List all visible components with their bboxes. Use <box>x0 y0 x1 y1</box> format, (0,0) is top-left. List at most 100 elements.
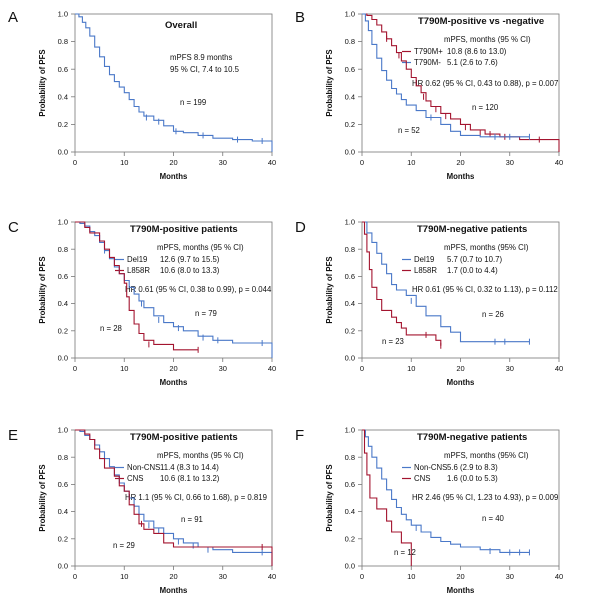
y-tick-label: 0.0 <box>58 354 68 363</box>
panel-title: T790M-negative patients <box>417 432 527 443</box>
panel-D: D 0.0 0.2 0.4 0.6 0.8 1.0 0 10 20 30 40 Months Probab… <box>295 218 563 387</box>
panel-F: F 0.0 0.2 0.4 0.6 0.8 1.0 0 10 20 30 40 Months Probab… <box>295 426 563 595</box>
y-axis-label: Probability of PFS <box>325 464 334 531</box>
x-tick-label: 30 <box>506 158 514 167</box>
x-tick-label: 20 <box>169 364 177 373</box>
y-axis-label: Probability of PFS <box>38 49 47 116</box>
y-tick-label: 0.4 <box>58 92 68 101</box>
n-label: n = 26 <box>482 310 504 319</box>
annotation: mPFS, months (95 % CI) <box>444 35 531 44</box>
n-label: n = 29 <box>113 541 135 550</box>
y-tick-label: 1.0 <box>345 10 355 19</box>
x-axis-label: Months <box>447 172 475 181</box>
km-curve-l858r <box>362 221 442 346</box>
n-label: n = 40 <box>482 514 505 523</box>
y-tick-label: 0.0 <box>345 562 355 571</box>
x-tick-label: 40 <box>555 158 563 167</box>
n-label: n = 12 <box>394 548 416 557</box>
y-tick-label: 0.6 <box>345 65 355 74</box>
x-tick-label: 20 <box>456 364 464 373</box>
y-tick-label: 0.2 <box>345 120 355 129</box>
km-curve-cns <box>75 429 273 566</box>
legend-label: CNS <box>127 474 143 483</box>
x-axis-label: Months <box>447 586 475 595</box>
panel-letter: D <box>295 219 306 236</box>
panel-B: B 0.0 0.2 0.4 0.6 0.8 1.0 0 10 20 30 40 Months Probab… <box>295 9 563 181</box>
x-tick-label: 20 <box>169 572 177 581</box>
panel-C: C 0.0 0.2 0.4 0.6 0.8 1.0 0 10 20 30 40 Months Probab… <box>8 218 276 387</box>
y-tick-label: 0.6 <box>345 480 355 489</box>
legend-value: 10.6 (8.1 to 13.2) <box>160 474 220 483</box>
y-axis-label: Probability of PFS <box>38 256 47 323</box>
n-label: n = 120 <box>472 103 499 112</box>
y-tick-label: 0.4 <box>345 507 355 516</box>
panel-title: T790M-positive patients <box>130 432 238 443</box>
panel-title: T790M-positive vs -negative <box>418 16 544 27</box>
annotation: HR 0.61 (95 % CI, 0.32 to 1.13), p = 0.1… <box>412 285 558 294</box>
y-tick-label: 0.2 <box>58 120 68 129</box>
legend-value: 5.1 (2.6 to 7.6) <box>447 58 498 67</box>
legend-value: 1.6 (0.0 to 5.3) <box>447 474 498 483</box>
y-tick-label: 0.4 <box>345 92 355 101</box>
annotation: mPFS, months (95 % CI) <box>157 451 244 460</box>
x-tick-label: 40 <box>268 572 276 581</box>
annotation: 95 % CI, 7.4 to 10.5 <box>170 65 240 74</box>
y-tick-label: 0.2 <box>58 326 68 335</box>
x-tick-label: 0 <box>360 158 364 167</box>
panel-letter: A <box>8 9 18 26</box>
n-label: n = 79 <box>195 309 217 318</box>
y-tick-label: 1.0 <box>58 426 68 435</box>
y-tick-label: 0.0 <box>345 148 355 157</box>
annotation: HR 0.62 (95 % CI, 0.43 to 0.88), p = 0.0… <box>412 79 558 88</box>
y-tick-label: 0.8 <box>58 453 68 462</box>
legend-label: Non-CNS <box>414 463 447 472</box>
annotation: HR 0.61 (95 % CI, 0.38 to 0.99), p = 0.0… <box>125 285 272 294</box>
legend-label: L858R <box>414 266 437 275</box>
legend-label: Del19 <box>414 255 434 264</box>
y-tick-label: 1.0 <box>345 426 355 435</box>
x-axis-label: Months <box>160 172 188 181</box>
annotation: mPFS, months (95% CI) <box>444 243 529 252</box>
legend-label: T790M- <box>414 58 441 67</box>
x-axis-label: Months <box>160 586 188 595</box>
x-tick-label: 10 <box>120 572 128 581</box>
x-tick-label: 30 <box>506 364 514 373</box>
x-tick-label: 40 <box>555 572 563 581</box>
y-tick-label: 1.0 <box>345 218 355 227</box>
y-tick-label: 0.2 <box>345 534 355 543</box>
x-tick-label: 30 <box>219 572 227 581</box>
n-label: n = 28 <box>100 324 122 333</box>
legend-value: 5.6 (2.9 to 8.3) <box>447 463 498 472</box>
annotation: mPFS 8.9 months <box>170 53 232 62</box>
annotation: HR 2.46 (95 % CI, 1.23 to 4.93), p = 0.0… <box>412 493 558 502</box>
y-tick-label: 0.8 <box>58 37 68 46</box>
legend-value: 5.7 (0.7 to 10.7) <box>447 255 502 264</box>
km-curve-del19 <box>362 221 530 343</box>
x-tick-label: 40 <box>268 364 276 373</box>
x-tick-label: 10 <box>407 572 415 581</box>
x-tick-label: 0 <box>73 572 77 581</box>
km-curve-non-cns <box>362 429 530 553</box>
panel-E: E 0.0 0.2 0.4 0.6 0.8 1.0 0 10 20 30 40 Months Probab… <box>8 426 276 595</box>
panel-title: T790M-negative patients <box>417 224 527 235</box>
y-tick-label: 0.2 <box>58 534 68 543</box>
legend-value: 12.6 (9.7 to 15.5) <box>160 255 220 264</box>
y-tick-label: 0.8 <box>58 245 68 254</box>
km-curve-l858r <box>75 221 199 351</box>
x-tick-label: 20 <box>169 158 177 167</box>
y-tick-label: 0.8 <box>345 453 355 462</box>
km-curve-t790m- <box>362 13 530 138</box>
km-curve-cns <box>362 429 412 566</box>
y-tick-label: 0.6 <box>345 272 355 281</box>
annotation: HR 1.1 (95 % CI, 0.66 to 1.68), p = 0.81… <box>125 493 267 502</box>
x-tick-label: 40 <box>268 158 276 167</box>
x-axis-label: Months <box>160 378 188 387</box>
y-tick-label: 0.6 <box>58 480 68 489</box>
legend-value: 1.7 (0.0 to 4.4) <box>447 266 498 275</box>
panel-A: A 0.0 0.2 0.4 0.6 0.8 1.0 0 10 20 30 40 Months Probab… <box>8 9 276 181</box>
y-tick-label: 0.6 <box>58 272 68 281</box>
y-tick-label: 0.4 <box>58 507 68 516</box>
panel-letter: B <box>295 9 305 26</box>
legend-value: 11.4 (8.3 to 14.4) <box>160 463 219 472</box>
y-tick-label: 0.2 <box>345 326 355 335</box>
